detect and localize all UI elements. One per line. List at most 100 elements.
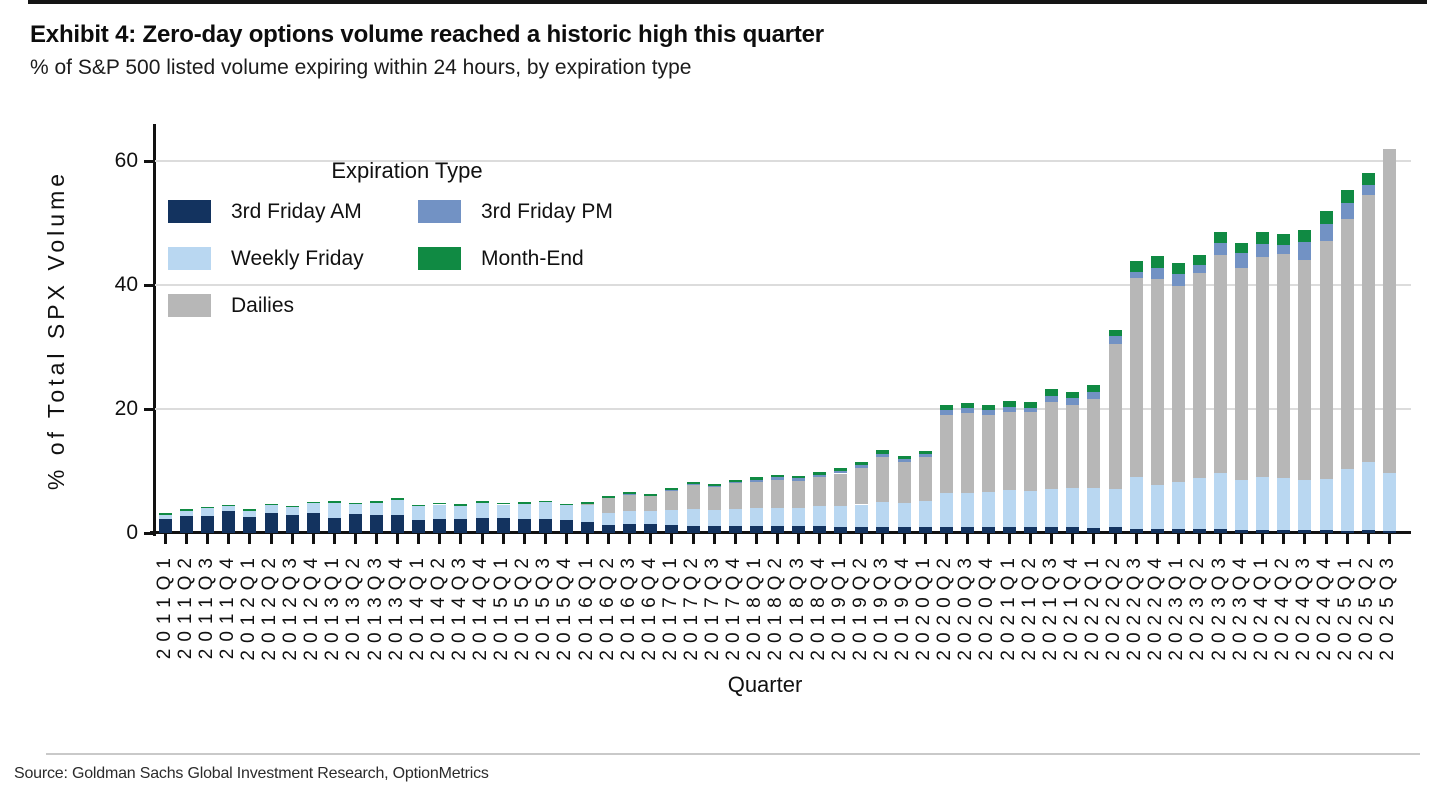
bar-2011Q4-3rd-friday-am <box>222 511 236 533</box>
x-tick-label-2015Q2: 2015Q2 <box>512 551 534 661</box>
bar-2025Q3-dailies <box>1382 148 1396 474</box>
bar-2023Q4-dailies <box>1235 267 1249 481</box>
bar-2014Q3-month-end <box>454 503 468 506</box>
bar-2016Q1-month-end <box>581 502 594 504</box>
bar-2023Q1-3rd-friday-pm <box>1171 274 1185 287</box>
x-tick-2014Q1 <box>417 534 421 544</box>
bar-2022Q3-weekly-friday <box>1129 477 1143 529</box>
x-tick-2014Q4 <box>480 534 484 544</box>
bar-2019Q1-weekly-friday <box>834 505 848 527</box>
bar-2020Q2-3rd-friday-pm <box>939 409 953 415</box>
bar-2011Q2-weekly-friday <box>180 510 194 517</box>
bar-2012Q3-3rd-friday-am <box>285 515 299 533</box>
y-tick-20 <box>144 408 153 411</box>
bar-2015Q4-month-end <box>559 503 573 506</box>
bar-2018Q2-weekly-friday <box>770 507 784 527</box>
bar-2023Q4-3rd-friday-am <box>1235 529 1249 533</box>
bar-2020Q4-3rd-friday-am <box>981 527 995 533</box>
x-tick-2014Q2 <box>438 534 442 544</box>
legend-title: Expiration Type <box>331 158 483 183</box>
bar-2023Q3-month-end <box>1214 231 1227 244</box>
x-tick-2018Q1 <box>754 534 758 544</box>
bar-2015Q1-month-end <box>496 503 510 505</box>
bar-2021Q2-3rd-friday-am <box>1024 527 1038 533</box>
bar-2023Q2-3rd-friday-pm <box>1192 265 1206 273</box>
bar-2017Q4-3rd-friday-am <box>728 525 742 533</box>
bar-2018Q1-weekly-friday <box>749 507 763 526</box>
legend-label: Weekly Friday <box>231 246 364 270</box>
bar-2012Q3-month-end <box>285 505 299 507</box>
legend-item-3rd-friday-pm: 3rd Friday PM <box>418 200 646 223</box>
y-tick-label-40: 40 <box>114 273 138 296</box>
x-tick-label-2021Q1: 2021Q1 <box>997 551 1019 661</box>
x-tick-label-2011Q3: 2011Q3 <box>195 551 217 660</box>
bar-2023Q1-3rd-friday-am <box>1171 529 1185 533</box>
bar-2014Q4-3rd-friday-am <box>475 518 489 533</box>
bar-2016Q2-weekly-friday <box>602 512 616 525</box>
bar-2018Q1-dailies <box>749 481 763 508</box>
bar-2013Q1-weekly-friday <box>327 502 341 518</box>
x-tick-2011Q4 <box>227 534 231 544</box>
bar-2018Q4-3rd-friday-am <box>813 526 827 533</box>
x-tick-2011Q1 <box>164 534 167 544</box>
bar-2012Q2-3rd-friday-am <box>264 513 278 533</box>
bar-2016Q3-dailies <box>623 494 637 512</box>
x-tick-2011Q2 <box>185 534 189 544</box>
legend-item-month-end: Month-End <box>418 247 646 270</box>
x-tick-label-2013Q2: 2013Q2 <box>343 551 365 661</box>
x-tick-2024Q3 <box>1303 534 1307 544</box>
bar-2024Q3-3rd-friday-pm <box>1298 241 1312 261</box>
x-tick-2023Q4 <box>1240 534 1244 544</box>
x-tick-label-2017Q2: 2017Q2 <box>681 551 702 661</box>
x-tick-2012Q3 <box>290 534 294 544</box>
x-tick-label-2016Q2: 2016Q2 <box>596 551 618 661</box>
bar-2020Q3-dailies <box>960 412 974 493</box>
bar-2017Q2-weekly-friday <box>686 509 700 526</box>
bar-2022Q3-dailies <box>1129 278 1143 478</box>
chart-legend: Expiration Type 3rd Friday AM 3rd Friday … <box>168 158 646 317</box>
bar-2015Q1-3rd-friday-am <box>496 518 510 533</box>
bar-2018Q2-month-end <box>770 474 784 478</box>
x-tick-label-2021Q2: 2021Q2 <box>1018 551 1040 661</box>
bar-2022Q1-3rd-friday-am <box>1087 528 1101 533</box>
x-tick-label-2020Q4: 2020Q4 <box>976 551 998 661</box>
x-tick-label-2011Q1: 2011Q1 <box>153 551 175 660</box>
bar-2022Q2-month-end <box>1108 329 1122 337</box>
bar-2025Q2-dailies <box>1361 195 1375 462</box>
exhibit-title: Exhibit 4: Zero-day options volume reach… <box>30 21 824 48</box>
bar-2013Q4-3rd-friday-am <box>391 515 405 533</box>
bar-2022Q3-3rd-friday-am <box>1129 528 1143 533</box>
bar-2013Q4-month-end <box>391 497 405 501</box>
bar-2024Q2-3rd-friday-am <box>1277 529 1291 533</box>
legend-grid: 3rd Friday AM 3rd Friday PM Weekly Friday M… <box>168 200 646 317</box>
bar-2011Q3-weekly-friday <box>201 508 215 516</box>
bar-2012Q2-weekly-friday <box>264 505 278 514</box>
y-tick-label-20: 20 <box>114 397 138 420</box>
bar-2015Q2-3rd-friday-am <box>517 518 531 533</box>
x-tick-2019Q4 <box>902 534 906 544</box>
x-tick-label-2013Q4: 2013Q4 <box>385 551 407 661</box>
bar-2025Q1-weekly-friday <box>1340 468 1354 531</box>
bar-2016Q3-weekly-friday <box>623 511 637 525</box>
bar-2012Q4-3rd-friday-am <box>306 512 320 533</box>
x-tick-label-2019Q1: 2019Q1 <box>828 551 850 661</box>
bar-2019Q3-dailies <box>876 456 890 502</box>
x-tick-2011Q3 <box>206 534 210 544</box>
bar-2021Q4-month-end <box>1066 391 1080 399</box>
bar-2024Q1-month-end <box>1256 231 1270 245</box>
bar-2014Q1-month-end <box>412 504 426 506</box>
bar-2016Q1-weekly-friday <box>581 505 594 523</box>
bar-2019Q3-3rd-friday-am <box>876 526 890 533</box>
bar-2017Q3-3rd-friday-pm <box>707 485 721 488</box>
bar-2021Q2-3rd-friday-pm <box>1024 407 1038 413</box>
x-tick-label-2022Q4: 2022Q4 <box>1145 551 1167 661</box>
bar-2019Q2-dailies <box>855 467 869 505</box>
x-tick-label-2024Q3: 2024Q3 <box>1292 551 1314 661</box>
x-tick-label-2023Q3: 2023Q3 <box>1208 551 1230 661</box>
bar-2023Q4-3rd-friday-pm <box>1235 253 1249 268</box>
bar-2024Q1-weekly-friday <box>1256 476 1270 530</box>
bar-2014Q1-weekly-friday <box>412 505 426 520</box>
x-tick-label-2024Q4: 2024Q4 <box>1314 551 1335 661</box>
bar-2024Q4-3rd-friday-pm <box>1319 224 1333 241</box>
x-tick-label-2025Q3: 2025Q3 <box>1377 551 1399 661</box>
